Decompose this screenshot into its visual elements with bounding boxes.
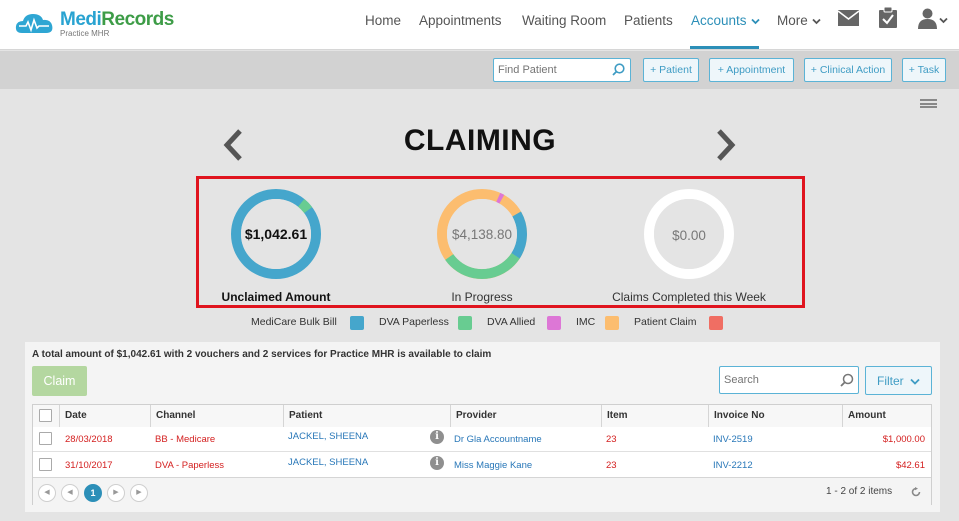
chevron-left-icon[interactable]: [222, 128, 244, 162]
page-title: CLAIMING: [403, 124, 557, 157]
page-1-button[interactable]: 1: [84, 484, 102, 502]
row-amount: $42.61: [895, 460, 925, 471]
unclaimed-amount-label: Unclaimed Amount: [221, 290, 331, 304]
legend-swatch-imc: [605, 316, 619, 330]
pagination-bar: ◀ ◀ 1 ▶ ▶ 1 - 2 of 2 items: [33, 477, 931, 505]
app-logo[interactable]: MediRecords Practice MHR: [14, 8, 174, 42]
legend-label-dva-paperless: DVA Paperless: [379, 316, 449, 328]
in-progress-donut[interactable]: [436, 188, 528, 280]
in-progress-label: In Progress: [451, 290, 513, 304]
clipboard-check-icon[interactable]: [879, 7, 897, 28]
column-header-channel[interactable]: Channel: [151, 405, 284, 427]
legend-label-dva-allied: DVA Allied: [487, 316, 536, 328]
action-toolbar: + Patient + Appointment + Clinical Actio…: [0, 51, 959, 89]
chevron-down-icon: [750, 18, 760, 25]
chevron-down-icon: [812, 18, 821, 25]
legend-label-patient-claim: Patient Claim: [634, 316, 697, 328]
row-amount: $1,000.00: [882, 434, 925, 445]
filter-button[interactable]: Filter: [865, 366, 932, 395]
unclaimed-amount-donut[interactable]: [230, 188, 322, 280]
add-patient-button[interactable]: + Patient: [643, 58, 699, 82]
unclaimed-amount-value: $1,042.61: [244, 226, 308, 242]
row-checkbox[interactable]: [39, 432, 52, 445]
row-channel: DVA - Paperless: [155, 460, 224, 471]
claims-completed-label: Claims Completed this Week: [612, 290, 766, 304]
claims-completed-value: $0.00: [672, 228, 706, 243]
column-header-patient[interactable]: Patient: [284, 405, 451, 427]
nav-more[interactable]: More: [777, 13, 821, 28]
find-patient-input[interactable]: [493, 58, 631, 82]
pagination-info: 1 - 2 of 2 items: [826, 486, 893, 497]
nav-accounts[interactable]: Accounts: [691, 13, 760, 28]
nav-more-label: More: [777, 13, 808, 28]
nav-home[interactable]: Home: [365, 13, 402, 28]
claims-completed-donut[interactable]: [643, 188, 735, 280]
row-divider: [33, 451, 931, 452]
row-provider[interactable]: Dr Gla Accountname: [454, 434, 542, 445]
row-date: 28/03/2018: [65, 434, 113, 445]
row-date: 31/10/2017: [65, 460, 113, 471]
search-icon[interactable]: [612, 63, 625, 76]
column-header-amount[interactable]: Amount: [843, 405, 931, 427]
select-all-checkbox[interactable]: [39, 409, 52, 422]
refresh-icon[interactable]: [911, 487, 921, 497]
add-appointment-button[interactable]: + Appointment: [709, 58, 794, 82]
claim-button[interactable]: Claim: [32, 366, 87, 396]
chevron-down-icon: [910, 379, 920, 386]
in-progress-value: $4,138.80: [451, 227, 513, 242]
nav-patients[interactable]: Patients: [624, 13, 673, 28]
legend-swatch-dva-allied: [547, 316, 561, 330]
row-invoice[interactable]: INV-2519: [713, 434, 753, 445]
row-item: 23: [606, 434, 617, 445]
envelope-icon[interactable]: [838, 10, 859, 26]
nav-active-underline: [690, 46, 759, 49]
legend-swatch-medicare-bulk-bill: [350, 316, 364, 330]
select-all-cell: [33, 405, 60, 427]
user-icon: [918, 8, 937, 29]
legend-swatch-dva-paperless: [458, 316, 472, 330]
row-item: 23: [606, 460, 617, 471]
nav-appointments[interactable]: Appointments: [419, 13, 502, 28]
claims-table: Date Channel Patient Provider Item Invoi…: [32, 404, 932, 505]
legend-label-imc: IMC: [576, 316, 596, 328]
add-clinical-action-button[interactable]: + Clinical Action: [804, 58, 892, 82]
filter-button-label: Filter: [877, 374, 904, 388]
row-provider[interactable]: Miss Maggie Kane: [454, 460, 533, 471]
search-icon[interactable]: [840, 373, 854, 387]
prev-page-button[interactable]: ◀: [61, 484, 79, 502]
column-header-date[interactable]: Date: [60, 405, 151, 427]
logo-subtitle: Practice MHR: [60, 29, 110, 38]
nav-accounts-label: Accounts: [691, 13, 747, 28]
next-page-button[interactable]: ▶: [107, 484, 125, 502]
row-checkbox[interactable]: [39, 458, 52, 471]
claims-search-input[interactable]: [719, 366, 859, 394]
column-header-provider[interactable]: Provider: [451, 405, 602, 427]
legend-swatch-patient-claim: [709, 316, 723, 330]
column-header-item[interactable]: Item: [602, 405, 709, 427]
logo-records: Records: [101, 9, 174, 30]
row-patient[interactable]: JACKEL, SHEENA: [288, 457, 369, 468]
chevron-right-icon[interactable]: [715, 128, 737, 162]
info-icon[interactable]: i: [430, 456, 444, 470]
claim-summary-text: A total amount of $1,042.61 with 2 vouch…: [32, 349, 492, 360]
row-channel: BB - Medicare: [155, 434, 216, 445]
user-menu[interactable]: [918, 8, 948, 34]
logo-text: MediRecords: [60, 9, 174, 31]
top-navbar: MediRecords Practice MHR Home Appointmen…: [0, 0, 959, 50]
legend-label-medicare-bulk-bill: MediCare Bulk Bill: [251, 316, 337, 328]
add-task-button[interactable]: + Task: [902, 58, 946, 82]
last-page-button[interactable]: ▶: [130, 484, 148, 502]
hamburger-menu-icon[interactable]: [920, 99, 937, 108]
nav-waiting-room[interactable]: Waiting Room: [522, 13, 607, 28]
row-invoice[interactable]: INV-2212: [713, 460, 753, 471]
info-icon[interactable]: i: [430, 430, 444, 444]
first-page-button[interactable]: ◀: [38, 484, 56, 502]
logo-medi: Medi: [60, 9, 102, 30]
summary-highlight-box: [196, 176, 805, 308]
column-header-invoice-no[interactable]: Invoice No: [709, 405, 843, 427]
cloud-logo-icon: [15, 14, 53, 33]
chevron-down-icon: [939, 17, 948, 24]
row-patient[interactable]: JACKEL, SHEENA: [288, 431, 369, 442]
